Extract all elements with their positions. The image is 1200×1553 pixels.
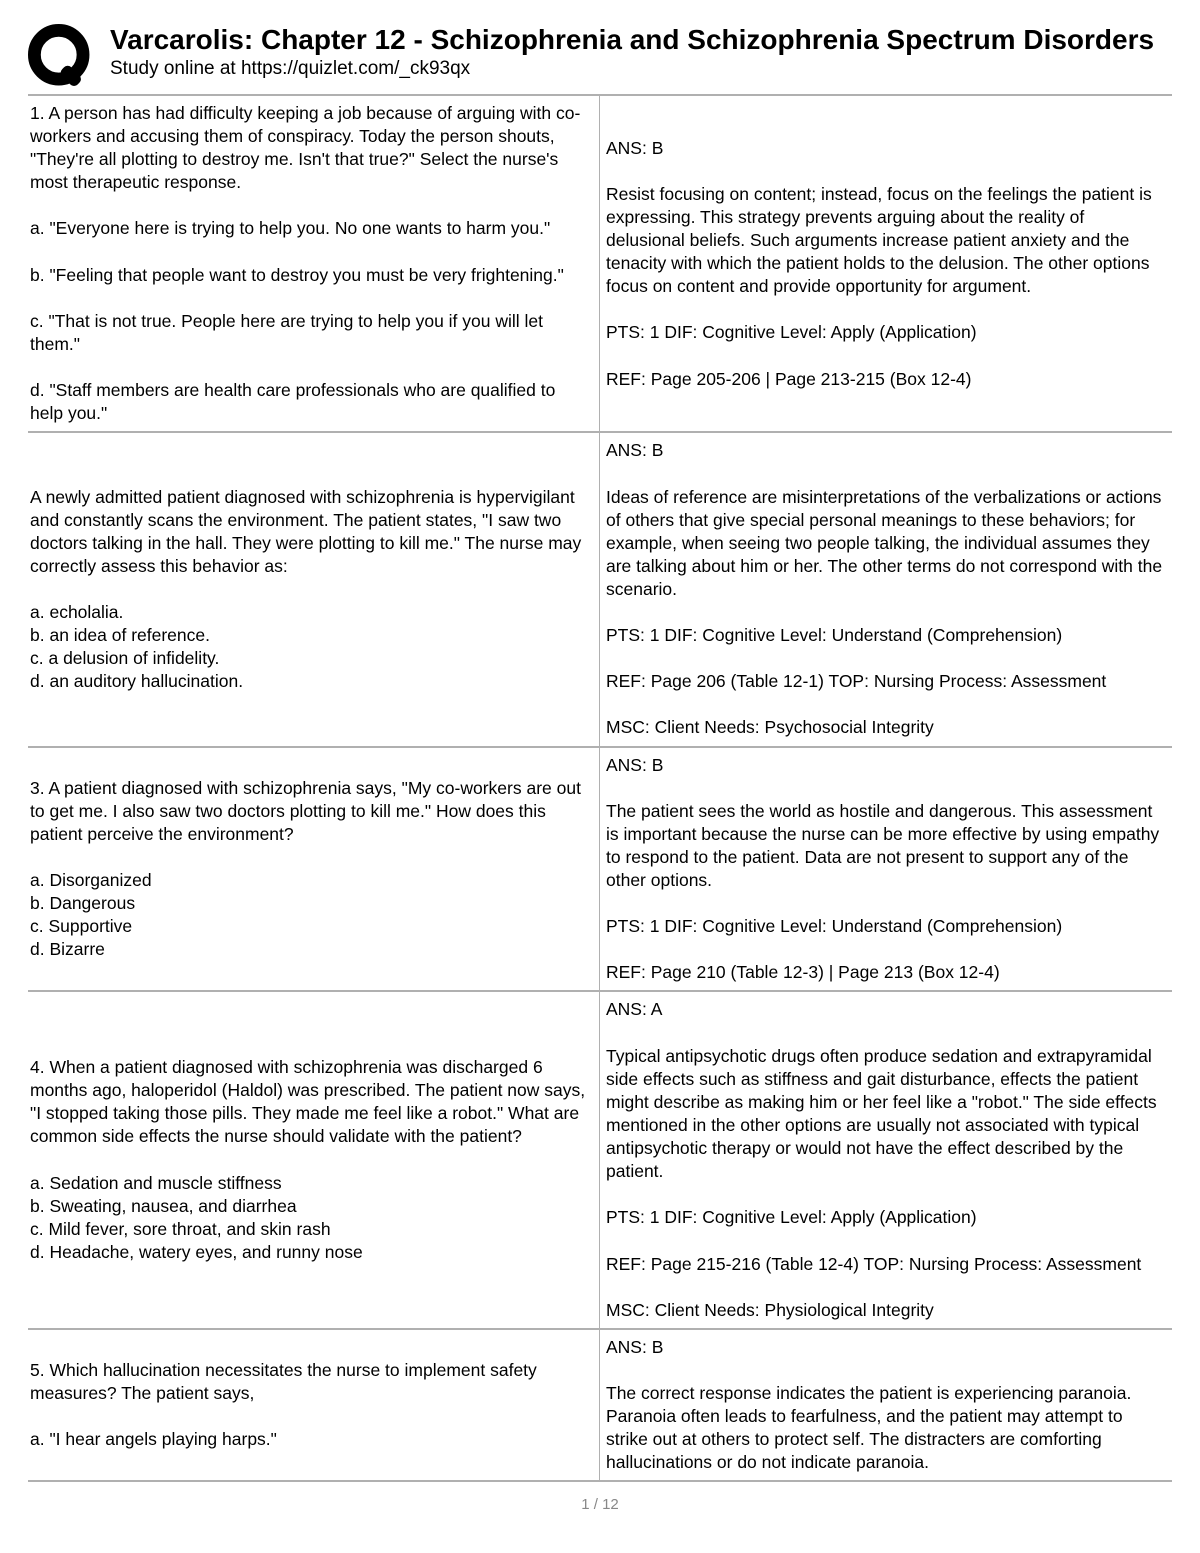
question-cell: A newly admitted patient diagnosed with …	[28, 433, 600, 745]
answer-cell: ANS: B The correct response indicates th…	[600, 1330, 1172, 1481]
question-text: 5. Which hallucination necessitates the …	[30, 1359, 591, 1451]
question-cell: 5. Which hallucination necessitates the …	[28, 1330, 600, 1481]
answer-text: ANS: A Typical antipsychotic drugs often…	[606, 998, 1166, 1321]
qa-row: 4. When a patient diagnosed with schizop…	[28, 992, 1172, 1329]
question-text: 1. A person has had difficulty keeping a…	[30, 102, 591, 425]
question-text: A newly admitted patient diagnosed with …	[30, 486, 591, 694]
question-text: 3. A patient diagnosed with schizophreni…	[30, 777, 591, 962]
answer-text: ANS: B The patient sees the world as hos…	[606, 754, 1166, 985]
answer-cell: ANS: B Resist focusing on content; inste…	[600, 96, 1172, 431]
answer-text: ANS: B The correct response indicates th…	[606, 1336, 1166, 1475]
answer-cell: ANS: B Ideas of reference are misinterpr…	[600, 433, 1172, 745]
question-cell: 4. When a patient diagnosed with schizop…	[28, 992, 600, 1327]
qa-row: 1. A person has had difficulty keeping a…	[28, 96, 1172, 433]
question-cell: 3. A patient diagnosed with schizophreni…	[28, 748, 600, 991]
quizlet-logo	[28, 24, 92, 88]
page-title: Varcarolis: Chapter 12 - Schizophrenia a…	[110, 24, 1172, 56]
qa-row: A newly admitted patient diagnosed with …	[28, 433, 1172, 747]
question-cell: 1. A person has had difficulty keeping a…	[28, 96, 600, 431]
page-header: Varcarolis: Chapter 12 - Schizophrenia a…	[28, 24, 1172, 88]
answer-text: ANS: B Ideas of reference are misinterpr…	[606, 439, 1166, 739]
page-indicator: 1 / 12	[581, 1496, 619, 1513]
answer-cell: ANS: A Typical antipsychotic drugs often…	[600, 992, 1172, 1327]
qa-row: 3. A patient diagnosed with schizophreni…	[28, 748, 1172, 993]
answer-text: ANS: B Resist focusing on content; inste…	[606, 137, 1166, 391]
page-footer: 1 / 12	[28, 1482, 1172, 1513]
qa-table: 1. A person has had difficulty keeping a…	[28, 94, 1172, 1482]
question-text: 4. When a patient diagnosed with schizop…	[30, 1056, 591, 1264]
qa-row: 5. Which hallucination necessitates the …	[28, 1330, 1172, 1483]
answer-cell: ANS: B The patient sees the world as hos…	[600, 748, 1172, 991]
study-link-text: Study online at https://quizlet.com/_ck9…	[110, 58, 1172, 80]
